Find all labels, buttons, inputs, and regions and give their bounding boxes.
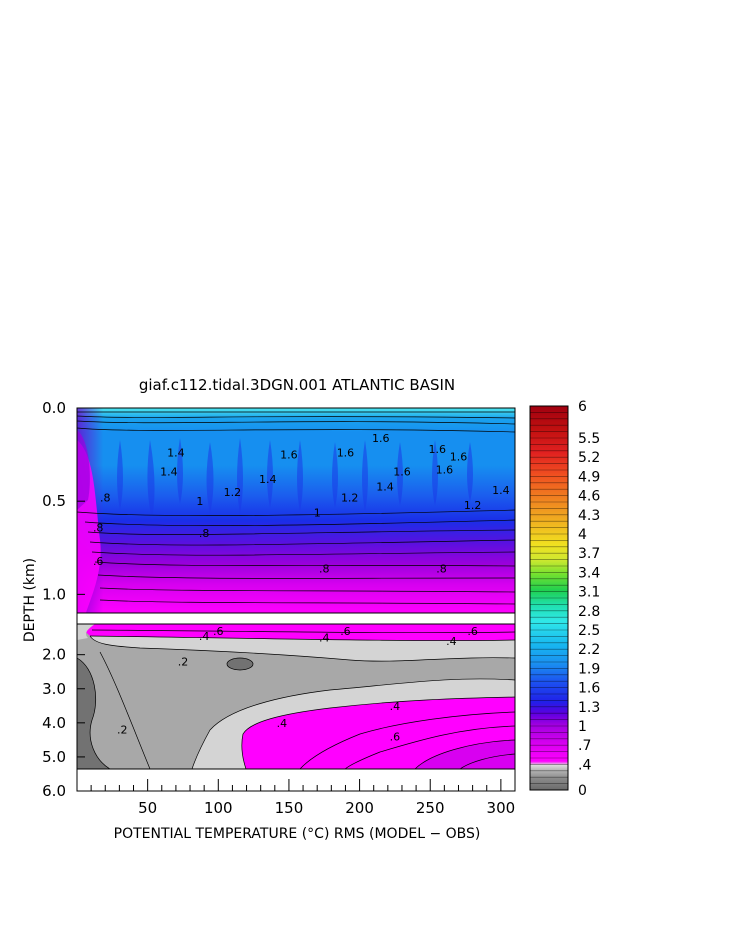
colorbar-tick-label: 3.1 <box>578 585 600 601</box>
contour-label: 1.4 <box>160 465 178 478</box>
contour-label: 1.6 <box>280 449 298 462</box>
contour-label: .8 <box>199 527 210 540</box>
contour-labels: 1.61.61.61.61.4 1.6 1.61.61.41.41.41.41.2 1… <box>93 432 510 744</box>
x-tick-label: 250 <box>416 799 445 817</box>
contour-label: .2 <box>117 724 128 737</box>
contour-label: .8 <box>100 491 111 504</box>
x-tick-label: 50 <box>138 799 157 817</box>
colorbar-tick-label: 0 <box>578 783 587 799</box>
contour-label: .4 <box>277 717 288 730</box>
contour-label: 1.2 <box>224 486 242 499</box>
contour-label: .6 <box>213 625 224 638</box>
contour-label: 1.6 <box>429 443 447 456</box>
contour-label: 1.6 <box>337 447 355 460</box>
colorbar-tick-label: 3.7 <box>578 546 600 562</box>
contour-label: 1.6 <box>372 432 390 445</box>
contour-label: 1.2 <box>341 491 359 504</box>
colorbar-tick-label: 1 <box>578 719 587 735</box>
x-axis: 50 100 150 200 250 300 POTENTIAL TEMPERATURE … <box>90 779 516 842</box>
colorbar-tick-label: 4.9 <box>578 469 600 485</box>
contour-label: 1 <box>314 506 321 519</box>
colorbar-tick-label: 2.2 <box>578 642 600 658</box>
y-tick-label: 0.5 <box>42 492 66 510</box>
y-tick-label: 4.0 <box>42 714 66 732</box>
colorbar-tick-label: .7 <box>578 738 591 754</box>
contour-label: .8 <box>436 562 447 575</box>
contour-label: 1.4 <box>259 473 277 486</box>
colorbar-tick-label: .4 <box>578 757 591 773</box>
contour-label: 1.4 <box>492 484 510 497</box>
contour-label: 1.6 <box>450 450 468 463</box>
colorbar-tick-label: 2.5 <box>578 623 600 639</box>
y-tick-label: 6.0 <box>42 782 66 800</box>
contour-label: .6 <box>340 625 351 638</box>
y-tick-label: 1.0 <box>42 585 66 603</box>
contour-label: 1 <box>196 495 203 508</box>
colorbar-tick-label: 1.3 <box>578 700 600 716</box>
colorbar-tick-label: 2.8 <box>578 604 600 620</box>
colorbar-tick-label: 3.4 <box>578 565 600 581</box>
contour-label: .8 <box>93 521 104 534</box>
y-tick-label: 2.0 <box>42 646 66 664</box>
contour-label: 1.4 <box>376 480 394 493</box>
colorbar-tick-label: 6 <box>578 399 587 415</box>
y-axis-label: DEPTH (km) <box>22 558 38 642</box>
colorbar-tick-label: 5.5 <box>578 431 600 447</box>
contour-label: 1.4 <box>167 447 185 460</box>
contour-label: .4 <box>446 635 457 648</box>
x-tick-label: 100 <box>204 799 233 817</box>
colorbar-tick-label: 1.6 <box>578 681 600 697</box>
lower-panel <box>77 624 515 769</box>
contour-label: .6 <box>93 555 104 568</box>
y-tick-label: 5.0 <box>42 748 66 766</box>
upper-panel <box>77 408 515 613</box>
plot-frame <box>76 407 516 792</box>
contour-label: 1.2 <box>464 499 482 512</box>
x-tick-label: 300 <box>487 799 516 817</box>
colorbar-tick-label: 5.2 <box>578 450 600 466</box>
y-tick-label: 0.0 <box>42 399 66 417</box>
colorbar-tick-label: 4.6 <box>578 489 600 505</box>
y-tick-label: 3.0 <box>42 680 66 698</box>
y-axis: 0.0 0.5 1.0 2.0 3.0 4.0 5.0 6.0 DEPTH (km) <box>22 399 85 800</box>
contour-label: .8 <box>319 562 330 575</box>
colorbar-tick-label: 4.3 <box>578 508 600 524</box>
contour-label: .4 <box>390 700 401 713</box>
contour-label: .2 <box>178 655 189 668</box>
contour-label: .4 <box>319 632 330 645</box>
contour-label: .4 <box>199 630 210 643</box>
colorbar-tick-label: 1.9 <box>578 661 600 677</box>
contour-label: 1.6 <box>436 464 454 477</box>
contour-label: .6 <box>390 730 401 743</box>
colorbar-tick-label: 4 <box>578 527 587 543</box>
x-axis-label: POTENTIAL TEMPERATURE (°C) RMS (MODEL − … <box>114 826 481 842</box>
x-tick-label: 150 <box>275 799 304 817</box>
colorbar: 6 5.5 5.2 4.9 4.6 4.3 4 3.7 3.4 3.1 2.8 2.5 2.2 1.9 1.… <box>529 399 600 799</box>
contour-label: .6 <box>467 625 478 638</box>
chart-title: giaf.c112.tidal.3DGN.001 ATLANTIC BASIN <box>139 376 455 394</box>
x-tick-label: 200 <box>345 799 374 817</box>
contour-label: 1.6 <box>393 465 411 478</box>
